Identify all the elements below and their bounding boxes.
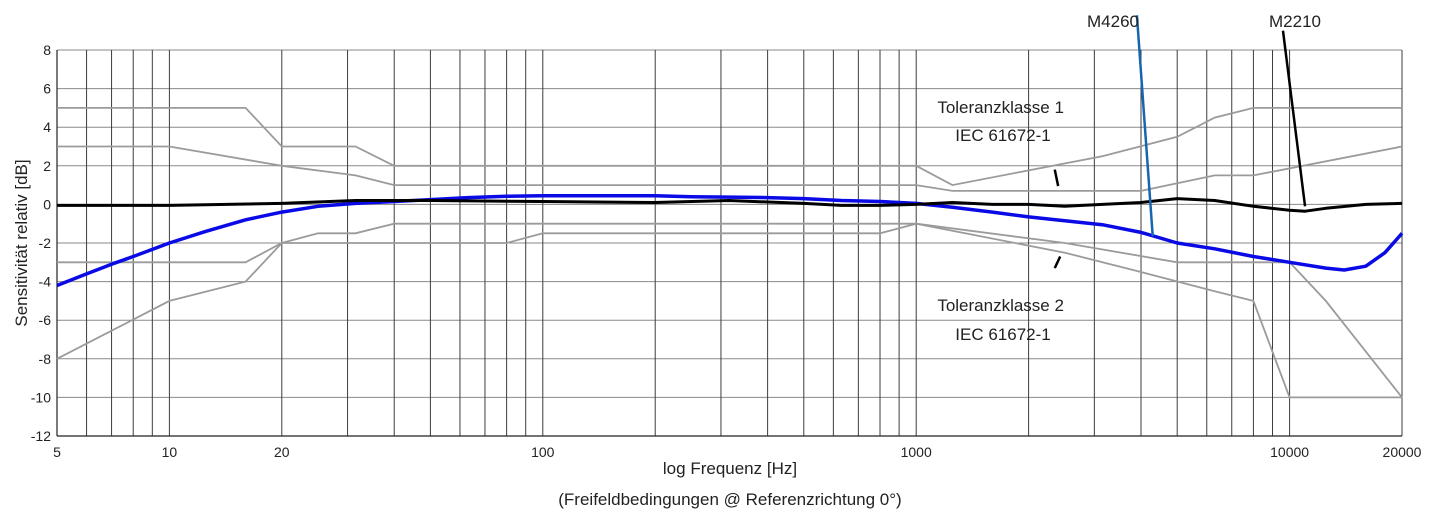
annotation-leaders (1053, 15, 1307, 269)
tolerance-limit-line-4 (56, 222, 1402, 399)
grid (56, 49, 1403, 437)
x-tick-label: 100 (531, 444, 555, 460)
x-tick-label: 1000 (901, 444, 932, 460)
annotation-leader-2 (1281, 30, 1307, 207)
x-tick-label: 20000 (1383, 444, 1422, 460)
tick-labels: -12 -10 -8 -6 -4 -2 0 2 4 6 8 5 10 20 100 1000 10000 2000… (31, 42, 1422, 460)
series-lines (56, 193, 1404, 288)
annotation-leader-1 (1135, 15, 1154, 237)
series-line-m2210 (57, 197, 1403, 213)
series-line-m4260 (56, 193, 1404, 288)
annotation-class1-label: Toleranzklasse 1 IEC 61672-1 (937, 98, 1068, 145)
x-tick-label: 5 (53, 444, 61, 460)
y-tick-label: -12 (31, 428, 51, 444)
y-tick-label: 2 (43, 158, 51, 174)
annotation-leader-3 (1053, 169, 1060, 187)
y-tick-label: -2 (39, 235, 52, 251)
y-tick-label: -4 (39, 274, 52, 290)
annotation-m4260-label: M4260 (1087, 12, 1139, 31)
y-tick-label: -8 (39, 351, 52, 367)
y-tick-label: -10 (31, 389, 51, 405)
y-tick-label: 4 (43, 119, 51, 135)
x-axis-title: log Frequenz [Hz] (663, 459, 797, 478)
y-axis-title: Sensitivität relativ [dB] (12, 159, 31, 326)
tolerance-limit-line-2 (57, 145, 1403, 192)
x-tick-label: 10 (162, 444, 178, 460)
y-tick-label: 8 (43, 42, 51, 58)
x-tick-label: 10000 (1270, 444, 1309, 460)
tolerance-limits (56, 107, 1403, 399)
annotation-leader-4 (1053, 255, 1062, 269)
x-axis-subtitle: (Freifeldbedingungen @ Referenzrichtung … (558, 490, 901, 509)
x-tick-label: 20 (274, 444, 290, 460)
tolerance-limit-line-1 (57, 107, 1402, 187)
y-tick-label: 6 (43, 81, 51, 97)
y-tick-label: 0 (43, 196, 51, 212)
annotation-class2-label: Toleranzklasse 2 IEC 61672-1 (937, 296, 1068, 344)
annotation-m2210-label: M2210 (1269, 12, 1321, 31)
tolerance-limit-line-3 (57, 222, 1403, 398)
y-tick-label: -6 (39, 312, 52, 328)
